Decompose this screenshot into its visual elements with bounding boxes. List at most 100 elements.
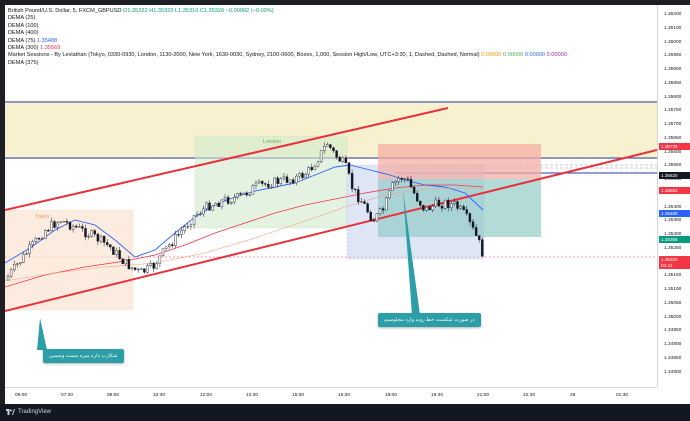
- candle-body: [146, 265, 149, 273]
- ohlc-values: O1.35322 H1.35322 L1.35310 C1.35320 −0.0…: [123, 8, 274, 14]
- candle-body: [313, 166, 317, 171]
- time-tick: 01:30: [616, 393, 629, 398]
- candle-body: [22, 254, 25, 263]
- candle-body: [19, 262, 22, 264]
- candle-body: [245, 192, 248, 196]
- candle-body: [161, 248, 165, 257]
- price-axis[interactable]: 1.36200 1.36100 1.36000 1.35950 1.35900 1.358…: [657, 5, 690, 387]
- candle-body: [12, 264, 16, 271]
- symbol-title[interactable]: British Pound/U.S. Dollar, 5, FXCM_GBPUS…: [8, 8, 122, 14]
- candle-body: [481, 239, 484, 257]
- time-tick: 22:30: [523, 393, 536, 398]
- bearish-callout[interactable]: شکارب داره میره سمت وسمین: [43, 349, 124, 363]
- tokyo-session-label: Tokyo: [35, 214, 49, 220]
- candle-body: [105, 242, 109, 245]
- tradingview-logo[interactable]: TradingView: [6, 408, 51, 415]
- price-tick: 1.36000: [664, 39, 682, 45]
- candle-body: [87, 236, 90, 238]
- candle-body: [198, 213, 202, 216]
- price-tick: 1.36200: [664, 12, 682, 17]
- candle-body: [478, 235, 481, 240]
- candle-body: [158, 255, 162, 264]
- candle-body: [220, 199, 224, 207]
- candle-body: [326, 144, 329, 147]
- price-tick: 1.35800: [664, 94, 682, 100]
- candle-body: [468, 213, 472, 222]
- price-tick: 1.35550: [664, 163, 682, 169]
- candle-body: [471, 221, 475, 228]
- sessions-value-3: 0.00000: [524, 52, 546, 59]
- candle-body: [152, 262, 155, 269]
- candle-body: [456, 201, 459, 209]
- candle-body: [167, 244, 171, 247]
- candle-body: [360, 201, 363, 203]
- candle-body: [251, 185, 255, 195]
- candle-body: [363, 201, 366, 204]
- tradingview-logo-text: TradingView: [18, 408, 52, 415]
- candle-body: [93, 230, 97, 235]
- candle-body: [375, 213, 379, 222]
- legend-dema-300-label: DEMA (300): [8, 45, 39, 52]
- legend-dema-400-label: DEMA (400): [8, 30, 39, 37]
- legend-dema-375[interactable]: DEMA (375): [8, 60, 567, 67]
- legend-dema-300-value: 1.35569: [40, 45, 61, 52]
- time-tick: 12:00: [200, 393, 213, 398]
- candle-body: [99, 235, 103, 242]
- candle-body: [447, 200, 450, 208]
- candle-body: [226, 197, 230, 204]
- legend-dema-25-label: DEMA (25): [8, 15, 36, 22]
- candle-body: [25, 253, 28, 255]
- price-tick: 1.35900: [664, 67, 682, 72]
- price-tick: 1.35750: [664, 108, 682, 114]
- legend-dema-100[interactable]: DEMA (100): [8, 23, 567, 30]
- candle-body: [335, 150, 338, 158]
- candle-body: [223, 197, 227, 201]
- candle-body: [397, 178, 400, 182]
- candle-body: [40, 238, 44, 240]
- breakout-callout[interactable]: در صورت شکست خط روند وارد مجلوسیم: [378, 313, 481, 327]
- position-stop-zone: [378, 144, 541, 179]
- candle-body: [65, 221, 69, 223]
- legend-title-row: British Pound/U.S. Dollar, 5, FXCM_GBPUS…: [8, 8, 567, 15]
- candle-body: [217, 203, 221, 207]
- chart-area[interactable]: Tokyo London British Pound/U.S. Dollar, …: [5, 5, 657, 387]
- candle-body: [409, 179, 413, 188]
- legend-dema-300[interactable]: DEMA (300) 1.35569: [8, 45, 567, 52]
- candle-body: [44, 230, 47, 239]
- time-tick: 19:30: [431, 393, 444, 398]
- candle-body: [195, 213, 199, 216]
- sessions-value-4: 0.00000: [546, 52, 567, 59]
- candle-body: [16, 263, 19, 265]
- candle-body: [261, 180, 264, 184]
- legend-dema-25[interactable]: DEMA (25): [8, 15, 567, 22]
- candle-body: [304, 173, 307, 178]
- candle-body: [53, 221, 56, 228]
- candle-body: [102, 235, 106, 243]
- candle-body: [124, 259, 128, 265]
- price-tick: 1.35100: [664, 287, 682, 292]
- time-tick: 28: [570, 393, 576, 398]
- candle-body: [115, 250, 118, 255]
- sessions-value-2: 0.00000: [503, 52, 524, 59]
- candle-body: [242, 192, 245, 195]
- candle-body: [6, 275, 10, 281]
- candle-body: [385, 197, 388, 211]
- candle-body: [174, 234, 177, 246]
- candle-body: [236, 193, 239, 198]
- candle-body: [50, 221, 53, 231]
- candle-body: [406, 178, 410, 180]
- candle-body: [90, 230, 93, 237]
- price-label: 1.35320: [659, 256, 690, 263]
- channel-upper-line: [5, 107, 449, 211]
- dema-orange-line: [5, 187, 484, 282]
- legend-dema-400[interactable]: DEMA (400): [8, 30, 567, 37]
- legend-market-sessions[interactable]: Market Sessions - By Leviathan (Tokyo, 0…: [8, 52, 567, 59]
- price-chart[interactable]: Tokyo London: [5, 5, 657, 387]
- candle-body: [248, 194, 252, 196]
- time-axis[interactable]: 06:00 07:30 09:00 10:30 12:00 13:30 15:00 16:30…: [5, 387, 657, 404]
- candle-body: [140, 268, 143, 270]
- legend-dema-75[interactable]: DEMA (75) 1.35488: [8, 38, 567, 45]
- candle-body: [264, 183, 267, 185]
- candle-body: [202, 208, 205, 215]
